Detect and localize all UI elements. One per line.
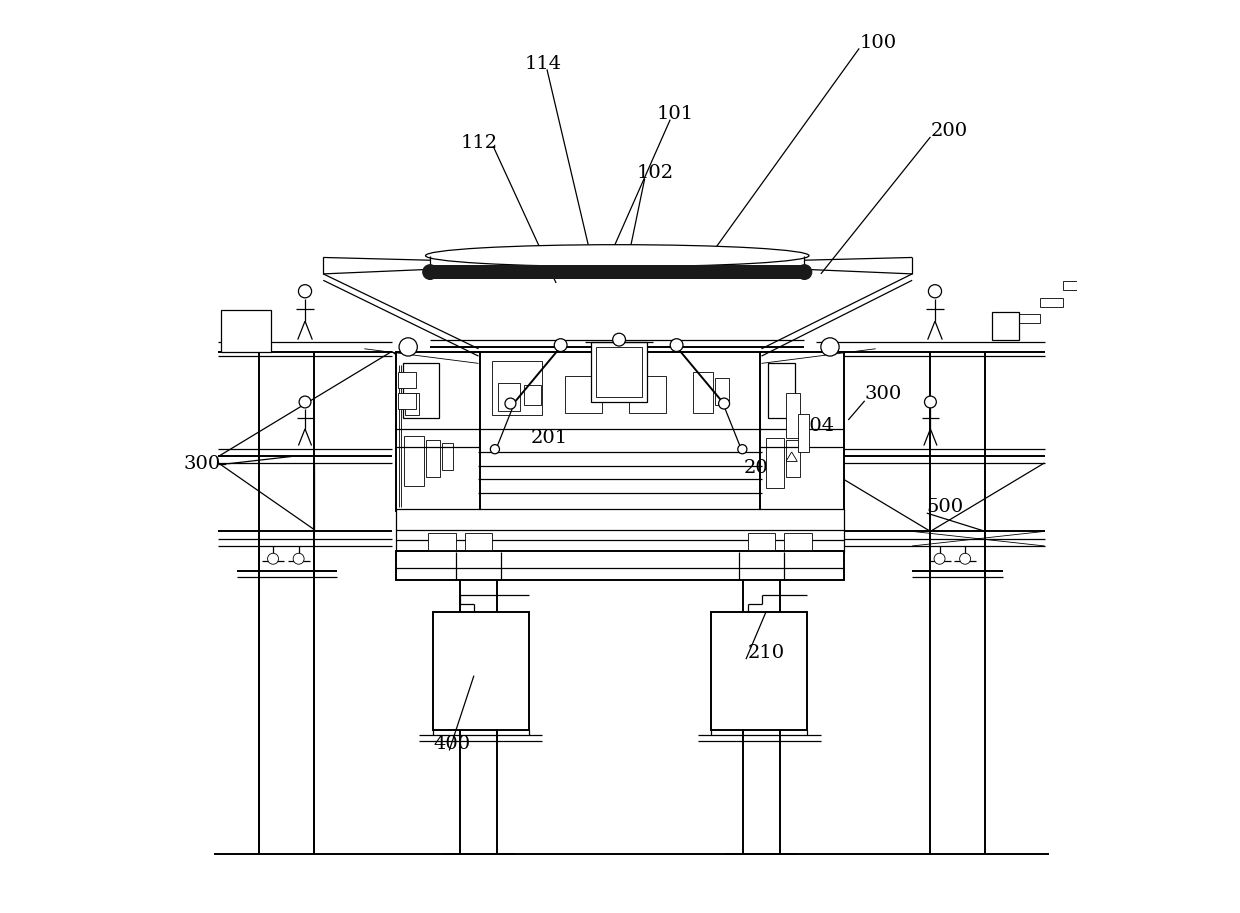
Text: 101: 101 xyxy=(656,105,693,123)
Circle shape xyxy=(554,339,567,352)
Bar xyxy=(405,393,419,415)
Bar xyxy=(768,363,795,418)
Bar xyxy=(525,385,541,405)
Bar xyxy=(715,378,729,405)
Bar xyxy=(565,376,601,413)
Text: 200: 200 xyxy=(930,121,967,140)
Bar xyxy=(1017,314,1040,323)
Text: 102: 102 xyxy=(636,164,673,183)
Bar xyxy=(766,438,785,488)
Circle shape xyxy=(738,445,746,454)
Bar xyxy=(397,509,843,552)
Bar xyxy=(786,440,800,477)
Bar xyxy=(1040,298,1063,307)
Bar xyxy=(441,443,453,470)
Text: 210: 210 xyxy=(748,644,785,662)
Bar xyxy=(785,533,812,550)
Bar xyxy=(398,393,417,409)
Bar xyxy=(497,383,521,411)
Circle shape xyxy=(293,553,304,564)
Bar xyxy=(786,393,800,438)
Text: 112: 112 xyxy=(460,134,497,152)
Text: 204: 204 xyxy=(799,417,836,436)
Circle shape xyxy=(299,396,311,408)
Bar xyxy=(397,352,480,511)
Bar xyxy=(799,414,808,452)
Circle shape xyxy=(719,398,729,409)
Bar xyxy=(596,347,642,397)
Circle shape xyxy=(960,553,971,564)
Text: 201: 201 xyxy=(531,429,568,447)
Circle shape xyxy=(670,339,683,352)
Bar xyxy=(403,436,424,486)
Ellipse shape xyxy=(425,245,808,267)
Circle shape xyxy=(934,553,945,564)
Bar xyxy=(629,376,666,413)
Bar xyxy=(479,352,761,511)
Text: 500: 500 xyxy=(926,498,963,516)
Text: 300: 300 xyxy=(184,455,221,473)
Circle shape xyxy=(925,396,936,408)
Bar xyxy=(221,310,272,352)
Circle shape xyxy=(505,398,516,409)
Circle shape xyxy=(423,265,438,279)
Bar xyxy=(398,372,417,388)
Bar xyxy=(590,342,647,402)
Bar xyxy=(712,612,807,730)
Bar xyxy=(748,533,775,550)
Bar xyxy=(427,440,440,477)
Bar xyxy=(403,363,439,418)
Circle shape xyxy=(929,285,941,298)
Bar xyxy=(1063,281,1086,290)
Circle shape xyxy=(268,553,279,564)
Circle shape xyxy=(797,265,812,279)
Text: 300: 300 xyxy=(864,385,901,404)
Bar xyxy=(994,331,1017,340)
Bar xyxy=(760,352,843,511)
Bar xyxy=(492,361,542,415)
Bar xyxy=(693,372,713,413)
Circle shape xyxy=(613,333,625,346)
Bar xyxy=(428,533,455,550)
Bar xyxy=(465,533,492,550)
Bar xyxy=(397,551,843,580)
Text: 114: 114 xyxy=(525,55,562,73)
Circle shape xyxy=(490,445,500,454)
Bar xyxy=(992,312,1019,340)
Text: 100: 100 xyxy=(859,34,897,52)
Text: 400: 400 xyxy=(434,735,471,753)
Circle shape xyxy=(821,338,839,356)
Bar xyxy=(430,265,805,279)
Circle shape xyxy=(299,285,311,298)
Circle shape xyxy=(399,338,418,356)
Text: 207: 207 xyxy=(743,459,780,477)
Bar xyxy=(433,612,528,730)
